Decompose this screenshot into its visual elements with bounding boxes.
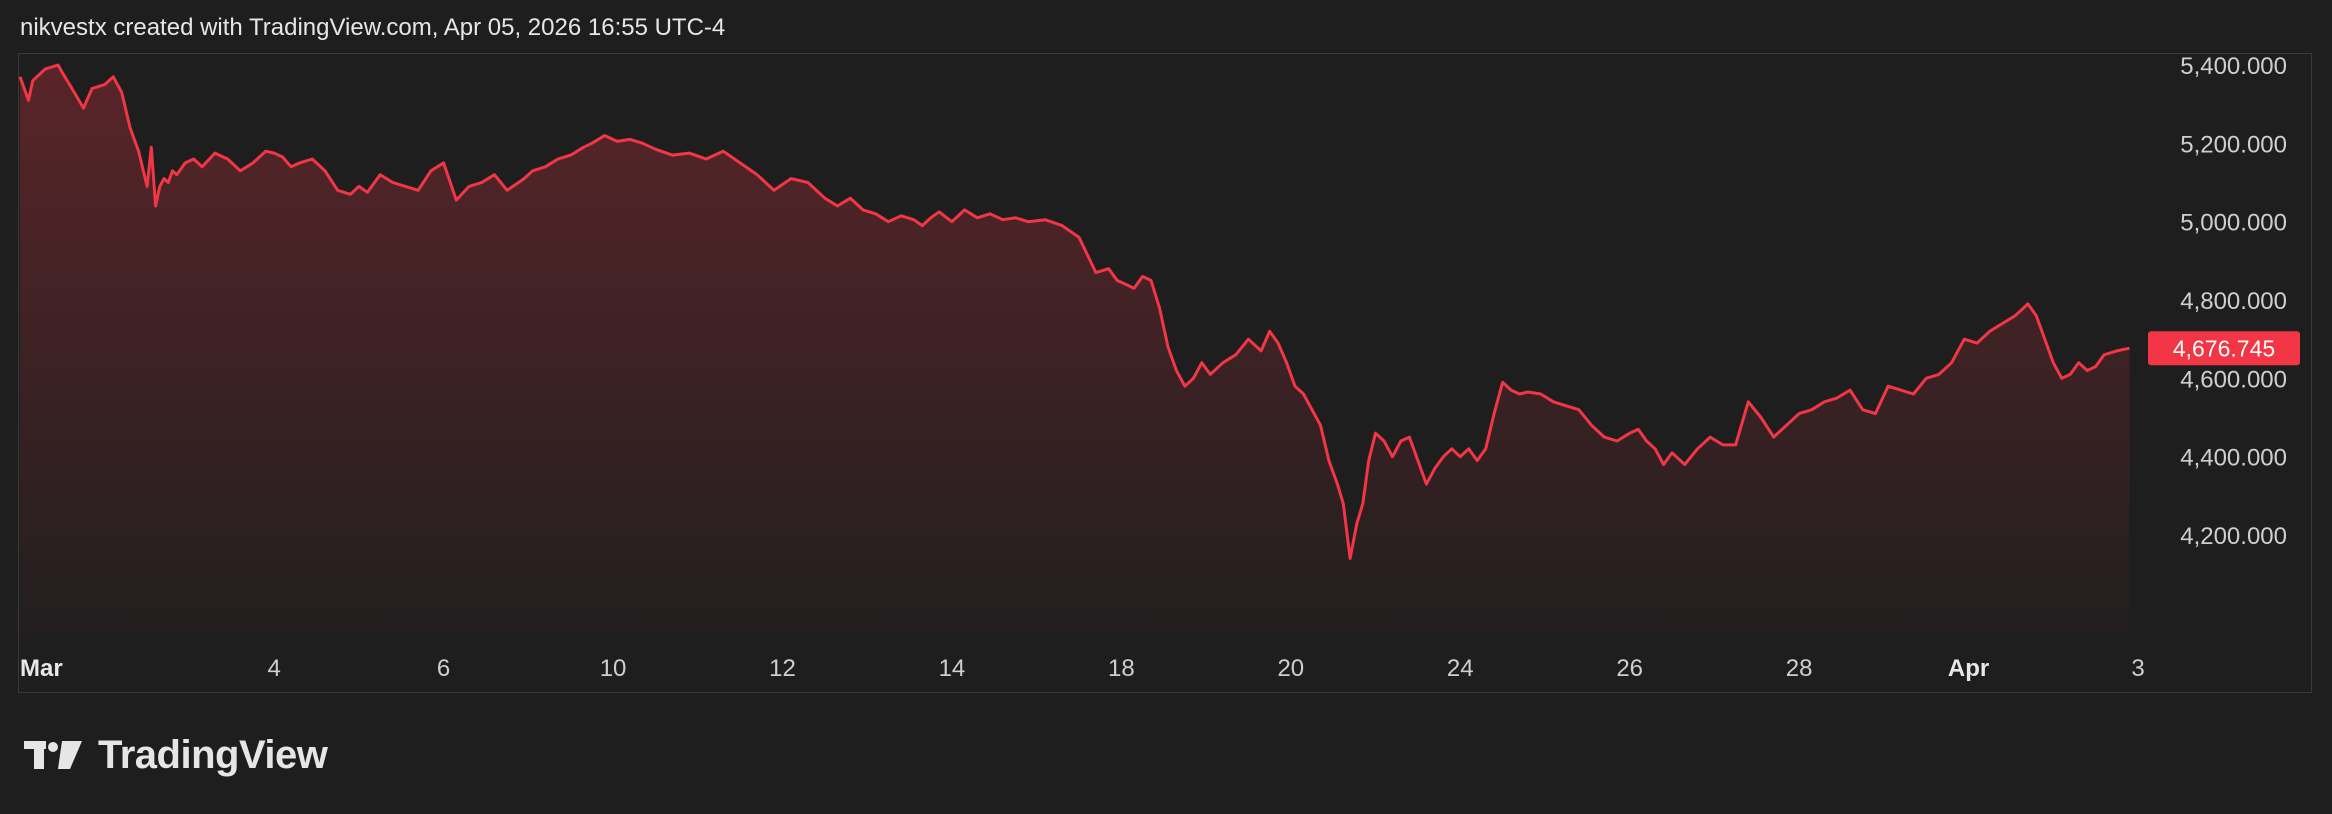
price-chart[interactable]: 5,400.000 5,200.000 5,000.000 4,800.000 4,60… [0, 0, 2332, 700]
price-area-fill [20, 65, 2130, 633]
price-series-line [18, 63, 2130, 560]
x-tick-label: 14 [939, 655, 966, 682]
last-price-badge: 4,676.745 [2148, 331, 2300, 366]
last-price-label: 4,676.745 [2173, 335, 2275, 361]
x-tick-label: 4 [267, 655, 280, 682]
y-tick-label: 4,800.000 [2180, 288, 2287, 315]
tradingview-logo-icon [24, 741, 82, 769]
x-tick-label: 26 [1616, 655, 1643, 682]
y-axis: 5,400.000 5,200.000 5,000.000 4,800.000 4,60… [2180, 53, 2287, 550]
attribution-text: nikvestx created with TradingView.com, A… [20, 14, 726, 41]
y-tick-label: 4,400.000 [2180, 445, 2287, 472]
x-tick-label: 28 [1786, 655, 1813, 682]
y-tick-label: 5,200.000 [2180, 131, 2287, 158]
last-price-badge-bg [2148, 331, 2300, 366]
x-axis: Mar 4 6 10 12 14 18 20 24 26 28 Apr 3 [20, 655, 2145, 682]
x-tick-label: 18 [1108, 655, 1135, 682]
y-tick-label: 4,600.000 [2180, 366, 2287, 393]
brand-name: TradingView [98, 732, 328, 777]
tradingview-logo[interactable]: TradingView [24, 730, 328, 780]
x-tick-label: 6 [437, 655, 450, 682]
y-tick-label: 4,200.000 [2180, 523, 2287, 550]
x-tick-label: 24 [1447, 655, 1474, 682]
x-tick-label: 20 [1277, 655, 1304, 682]
x-tick-label: Mar [20, 655, 63, 682]
x-tick-label: Apr [1948, 655, 1989, 682]
y-tick-label: 5,000.000 [2180, 210, 2287, 237]
x-tick-label: 10 [600, 655, 627, 682]
x-tick-label: 12 [769, 655, 796, 682]
y-tick-label: 5,400.000 [2180, 53, 2287, 80]
chart-frame [18, 53, 2312, 693]
x-tick-label: 3 [2131, 655, 2144, 682]
